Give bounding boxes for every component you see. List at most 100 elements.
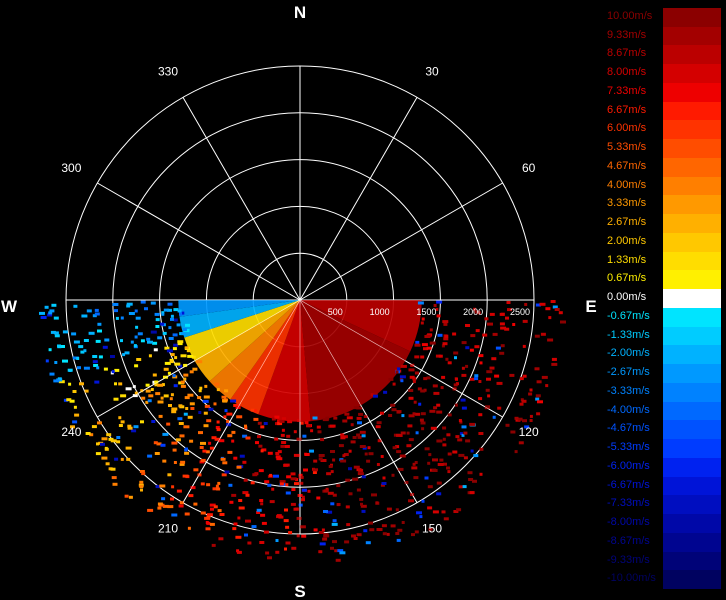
velocity-gate [395, 370, 399, 374]
velocity-gate [132, 394, 138, 398]
velocity-gate [353, 465, 360, 469]
velocity-gate [364, 452, 368, 456]
velocity-gate [212, 487, 218, 491]
velocity-gate [433, 406, 438, 410]
velocity-gate [552, 305, 558, 309]
velocity-gate [470, 449, 474, 453]
velocity-gate [172, 374, 176, 378]
velocity-gate [91, 425, 97, 429]
velocity-gate [172, 347, 177, 351]
velocity-gate [184, 346, 189, 350]
velocity-gate [320, 438, 325, 442]
velocity-gate [507, 308, 512, 312]
velocity-gate [497, 406, 502, 410]
velocity-gate [436, 403, 441, 407]
velocity-gate [442, 320, 449, 324]
velocity-gate [114, 457, 119, 461]
velocity-gate [489, 312, 495, 316]
velocity-gate [214, 382, 220, 386]
velocity-gate [371, 493, 377, 497]
velocity-gate [380, 483, 385, 487]
velocity-gate [116, 436, 121, 439]
velocity-gate [134, 364, 139, 368]
velocity-gate [216, 388, 220, 392]
velocity-gate [183, 425, 190, 429]
velocity-gate [233, 404, 240, 407]
velocity-gate [54, 361, 58, 364]
velocity-gate [320, 459, 327, 462]
velocity-gate [263, 422, 268, 425]
velocity-gate [294, 482, 299, 486]
velocity-gate [183, 363, 188, 367]
velocity-gate [175, 438, 181, 442]
velocity-gate [127, 424, 132, 428]
velocity-gate [413, 400, 417, 404]
velocity-gate [120, 457, 124, 461]
velocity-gate [139, 470, 145, 473]
velocity-gate [140, 420, 144, 424]
velocity-gate [257, 435, 261, 439]
velocity-gate [63, 398, 68, 402]
velocity-gate [446, 433, 451, 437]
velocity-gate [285, 541, 291, 545]
velocity-gate [168, 326, 172, 330]
velocity-gate [106, 433, 112, 437]
velocity-gate [206, 513, 213, 517]
velocity-gate [217, 481, 221, 485]
velocity-gate [69, 399, 75, 403]
velocity-gate [49, 372, 55, 376]
velocity-gate [399, 375, 406, 379]
velocity-gate [302, 434, 307, 438]
velocity-gate [346, 523, 351, 527]
colorbar-label: 3.33m/s [607, 197, 647, 210]
velocity-gate [215, 426, 220, 429]
colorbar-swatch [663, 176, 721, 196]
velocity-gate [551, 362, 558, 366]
velocity-gate [198, 389, 202, 393]
velocity-gate [368, 452, 374, 456]
velocity-gate [257, 421, 262, 425]
velocity-gate [256, 508, 262, 512]
velocity-gate [118, 424, 123, 427]
velocity-gate [424, 447, 430, 451]
velocity-gate [442, 342, 448, 346]
velocity-gate [227, 450, 233, 454]
velocity-gate [457, 438, 463, 442]
velocity-gate [259, 541, 265, 544]
velocity-gate [157, 383, 164, 387]
velocity-gate [506, 301, 511, 304]
velocity-gate [406, 444, 412, 448]
colorbar-entry: 3.33m/s [605, 195, 721, 215]
colorbar-label: -2.00m/s [607, 347, 650, 360]
velocity-gate [226, 423, 232, 427]
velocity-gate [102, 345, 108, 349]
velocity-gate [204, 516, 211, 520]
velocity-gate [519, 377, 524, 381]
velocity-gate [359, 445, 366, 448]
velocity-gate [177, 417, 183, 421]
velocity-gate [147, 508, 154, 512]
velocity-gate [487, 394, 491, 398]
velocity-gate [386, 532, 390, 536]
velocity-gate [432, 458, 438, 462]
colorbar-entry: 7.33m/s [605, 82, 721, 102]
velocity-gate [286, 434, 291, 438]
velocity-gate [277, 450, 282, 454]
velocity-gate [164, 361, 171, 365]
velocity-gate [62, 359, 68, 363]
velocity-gate [231, 493, 237, 497]
velocity-gate [455, 377, 458, 381]
velocity-gate [285, 491, 291, 495]
velocity-gate [132, 385, 136, 389]
velocity-gate [184, 451, 190, 455]
velocity-gate [408, 396, 414, 400]
velocity-gate [49, 309, 55, 313]
velocity-sector [184, 300, 300, 361]
velocity-gate [170, 393, 174, 397]
velocity-gate [323, 510, 328, 513]
velocity-gate [435, 354, 441, 358]
velocity-gate [157, 336, 163, 340]
velocity-gate [126, 304, 131, 308]
colorbar-swatch [663, 439, 721, 458]
velocity-gate [293, 430, 297, 434]
